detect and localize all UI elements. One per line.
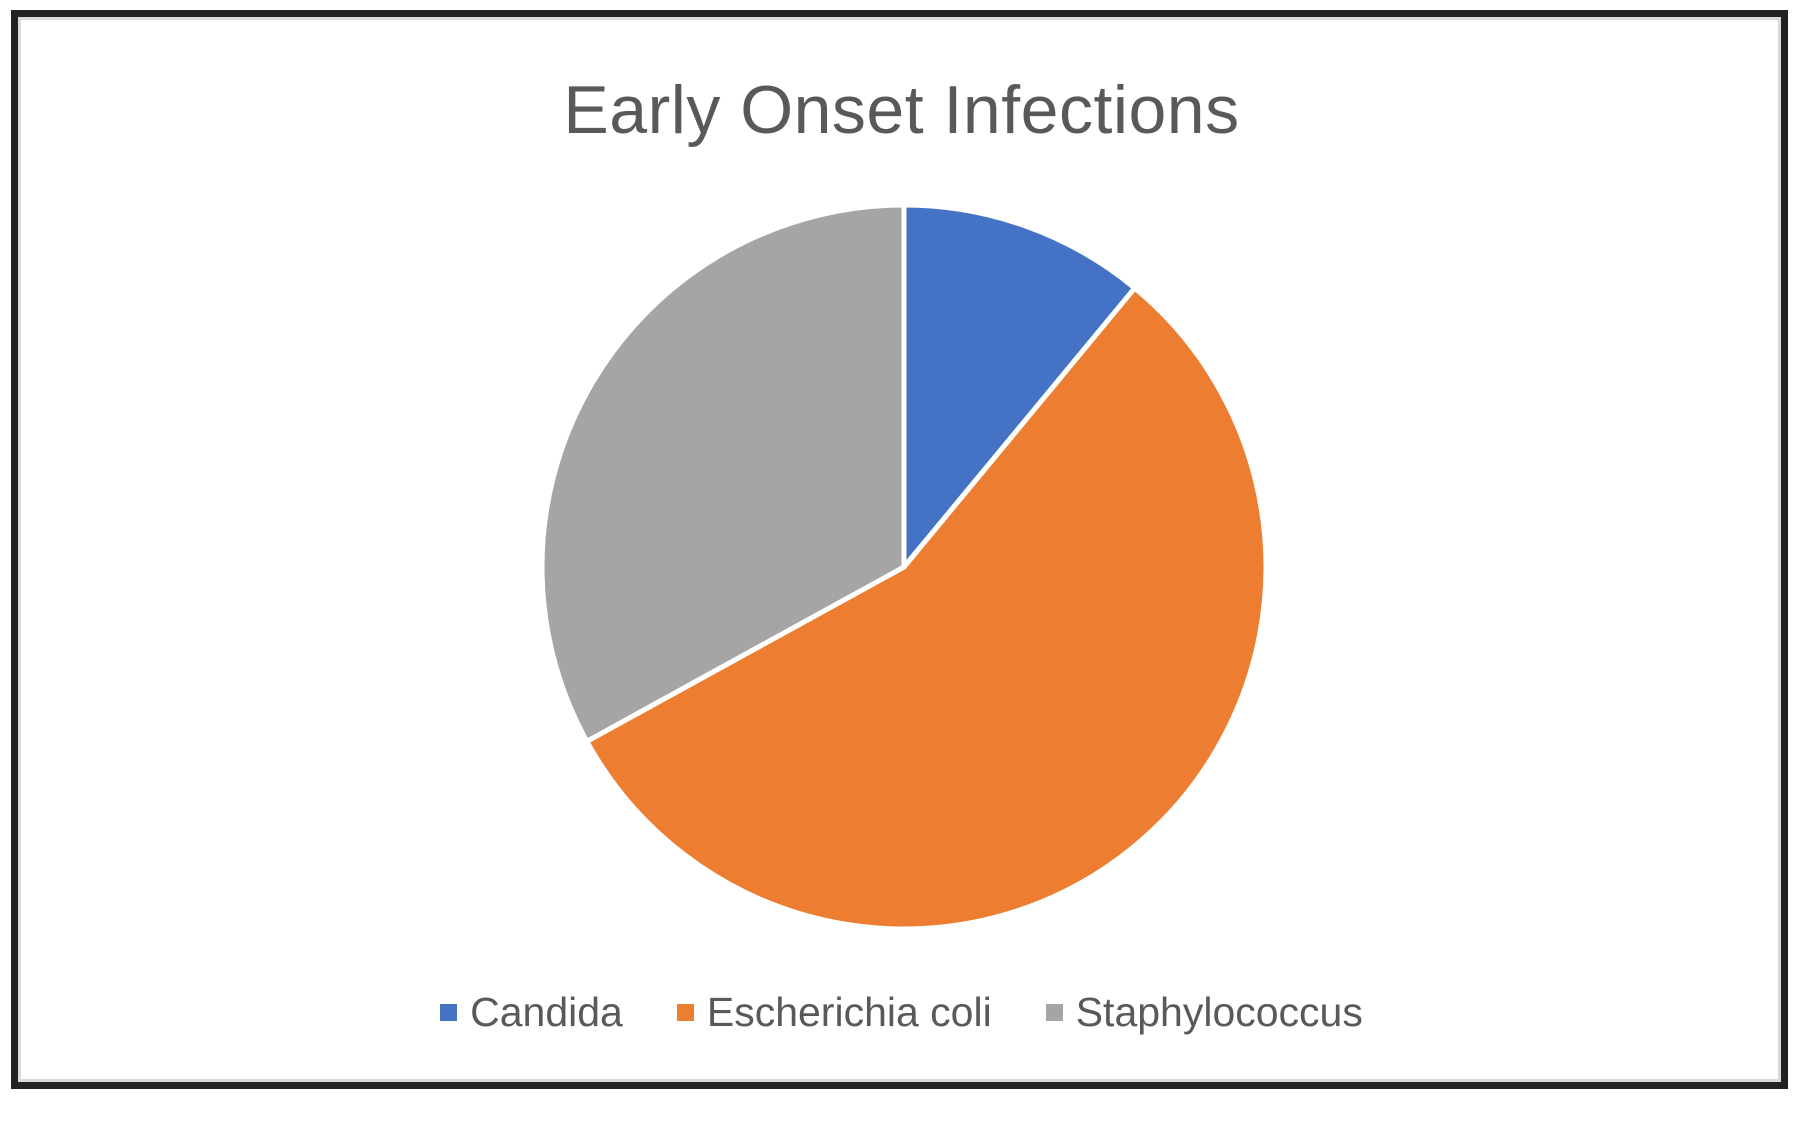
legend-swatch-icon — [440, 1004, 458, 1021]
pie-chart — [539, 202, 1269, 932]
legend-item-staphylococcus: Staphylococcus — [1045, 989, 1363, 1035]
pie-slice-candida — [901, 202, 1138, 570]
pie-slice-staphylococcus — [539, 202, 907, 744]
legend-swatch-icon — [1045, 1004, 1063, 1021]
chart-title: Early Onset Infections — [563, 72, 1240, 148]
legend-label: Staphylococcus — [1075, 989, 1363, 1035]
pie-slice-escherichia-coli — [584, 285, 1269, 932]
legend-swatch-icon — [676, 1004, 694, 1021]
legend-label: Candida — [470, 989, 623, 1035]
legend-item-candida: Candida — [440, 992, 623, 1033]
legend-item-escherichia-coli: Escherichia coli — [676, 989, 992, 1035]
legend-label: Escherichia coli — [706, 989, 992, 1035]
chart-legend: Candida Escherichia coli Staphylococcus — [0, 992, 1803, 1033]
